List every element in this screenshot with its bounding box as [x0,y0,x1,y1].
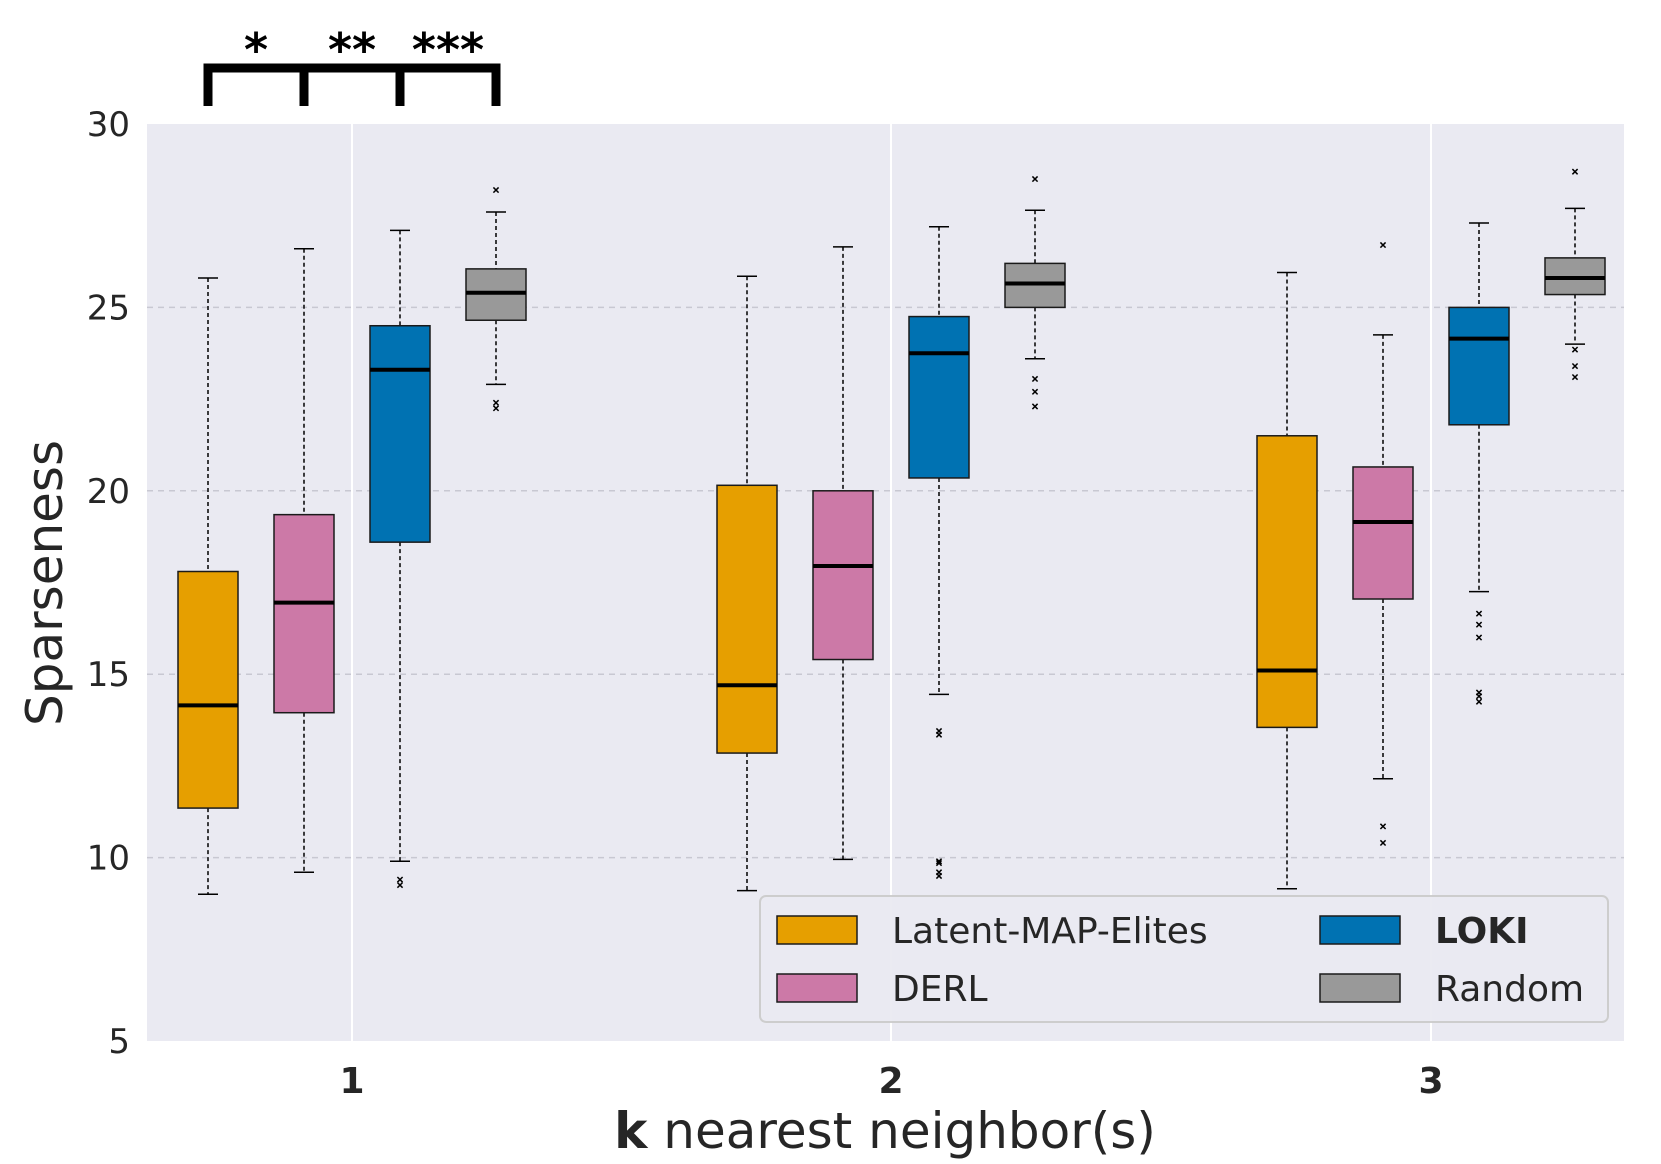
box [177,570,239,809]
outlier-point [1379,241,1387,249]
box-group [465,186,527,412]
box [1352,466,1414,600]
y-tick-label: 5 [108,1022,130,1062]
legend-label: LOKI [1435,911,1529,952]
legend-item: LOKI [1319,911,1529,952]
box [716,484,778,754]
y-tick-label: 15 [87,655,130,695]
box-group [716,275,778,892]
outlier-point [492,186,500,194]
outlier-point [1571,346,1579,353]
outlier-point [1031,388,1039,395]
x-tick-label: 1 [339,1061,364,1102]
box-group [1256,271,1318,890]
outlier-point [935,858,943,865]
box [812,490,874,661]
x-axis-label: k nearest neighbor(s) [614,1102,1156,1160]
series-loki [369,222,1510,889]
series-derl [273,241,1414,874]
legend-item: Latent-MAP-Elites [776,911,1208,952]
y-axis-label: Sparseness [16,440,74,726]
significance-label: ** [328,23,376,77]
legend-item: Random [1319,969,1584,1010]
box-group [1004,175,1066,410]
box-group [177,277,239,896]
outlier-point [492,405,500,412]
outlier-point [492,399,500,406]
series-random [465,168,1606,412]
x-tick-label: 2 [878,1061,903,1102]
y-tick-label: 20 [87,472,130,512]
legend-swatch [776,973,858,1003]
box-group [273,247,335,874]
legend-swatch [776,915,858,945]
legend-label: Random [1435,969,1584,1010]
x-axis-label-rest: nearest neighbor(s) [647,1102,1155,1160]
outlier-point [1571,362,1579,370]
legend-label: Latent-MAP-Elites [892,911,1208,952]
box-group [1352,241,1414,847]
box-group [1448,222,1510,705]
x-gridlines [351,124,1432,1041]
x-axis-label-k: k [614,1102,649,1160]
outlier-point [396,876,404,883]
box [273,513,335,714]
box [908,315,970,479]
significance-bracket [203,63,501,106]
outlier-point [1475,698,1483,705]
outlier-point [935,727,943,735]
outlier-point [1379,823,1387,830]
outlier-point [1475,634,1483,641]
outlier-point [1031,175,1039,183]
box [1256,435,1318,729]
outlier-point [1571,373,1579,381]
outlier-point [1475,621,1483,628]
outlier-point [1379,839,1387,847]
y-tick-label: 25 [87,288,130,328]
legend: Latent-MAP-Elites DERL LOKI Random [759,895,1609,1023]
x-tick-label: 3 [1418,1061,1443,1102]
box-group [1544,168,1606,381]
y-tick-label: 10 [87,839,130,879]
box-series [177,168,1606,896]
legend-swatch [1319,915,1401,945]
significance-label: * [244,23,268,77]
significance-brackets: * ** *** [203,23,501,106]
box-group [812,246,874,861]
outlier-point [1571,168,1579,175]
box-group [369,229,431,889]
outlier-point [1031,403,1039,410]
outlier-point [1475,689,1483,696]
box [369,324,431,543]
outlier-point [1031,375,1039,383]
box-group [908,225,970,880]
axis-ticks: 5 10 15 20 25 30 1 2 3 [87,105,1444,1102]
outlier-point [935,869,943,876]
outlier-point [1475,610,1483,617]
series-latent-map-elites [177,271,1318,896]
significance-label: *** [412,23,484,77]
box [1448,306,1510,426]
legend-label: DERL [892,969,988,1010]
legend-swatch [1319,973,1401,1003]
outlier-point [396,881,404,889]
outlier-point [935,859,943,867]
legend-item: DERL [776,969,988,1010]
y-tick-label: 30 [87,105,130,145]
